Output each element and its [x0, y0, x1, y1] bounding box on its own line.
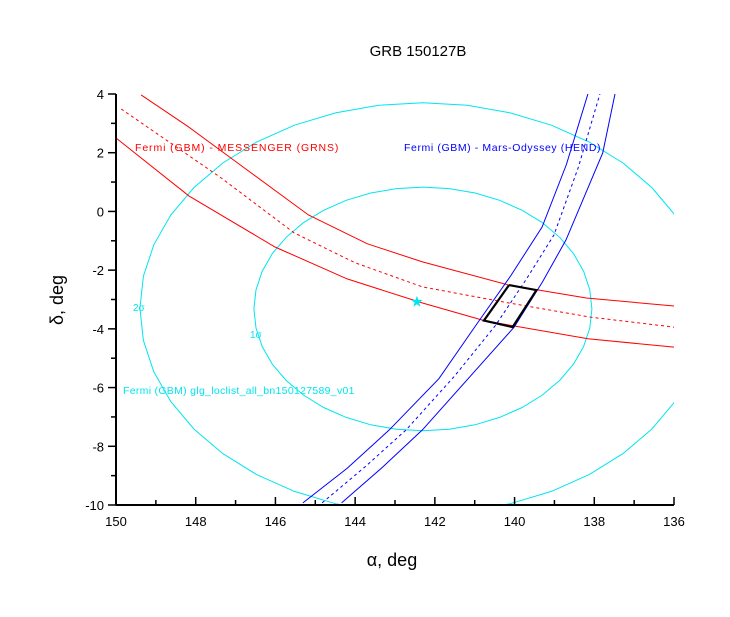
x-tick-label: 142	[424, 514, 446, 529]
y-tick-label: -8	[92, 439, 104, 454]
x-tick-label: 148	[185, 514, 207, 529]
star-marker	[411, 295, 423, 307]
odyssey-left-line	[302, 94, 589, 504]
y-tick-label: -10	[85, 498, 104, 513]
x-tick-label: 144	[344, 514, 366, 529]
y-tick-label: 0	[97, 204, 104, 219]
x-axis-label: α, deg	[367, 550, 417, 570]
axes	[108, 93, 675, 506]
odyssey-center-line	[321, 94, 601, 504]
tick-labels: 150 148 146 144 142 140 138 136 4 2 0 -2 -4 -6 -8 -10	[85, 87, 685, 529]
x-tick-label: 140	[504, 514, 526, 529]
y-tick-label: 2	[97, 146, 104, 161]
gbm-2sigma-contour	[139, 102, 674, 505]
messenger-upper-line	[140, 94, 674, 307]
y-axis-label: δ, deg	[47, 275, 67, 325]
plot-area	[116, 94, 674, 505]
y-tick-label: 4	[97, 87, 104, 102]
gbm-1sigma-contour	[253, 186, 593, 432]
intersection-box-line	[482, 284, 539, 329]
x-tick-label: 146	[265, 514, 287, 529]
odyssey-right-line	[341, 94, 616, 504]
chart-title: GRB 150127B	[370, 43, 467, 60]
annotation-gbm: Fermi (GBM) glg_loclist_all_bn150127589_…	[123, 385, 355, 397]
annotation-odyssey: Fermi (GBM) - Mars-Odyssey (HEND)	[404, 142, 601, 154]
y-tick-label: -2	[92, 263, 104, 278]
y-tick-label: -6	[92, 381, 104, 396]
y-tick-label: -4	[92, 322, 104, 337]
x-tick-label: 150	[105, 514, 127, 529]
label-2sigma: 2σ	[133, 303, 146, 314]
x-tick-label: 136	[663, 514, 685, 529]
x-tick-label: 138	[583, 514, 605, 529]
messenger-lower-line	[116, 137, 674, 348]
label-1sigma: 1σ	[250, 330, 263, 341]
annotation-messenger: Fermi (GBM) - MESSENGER (GRNS)	[135, 142, 339, 154]
